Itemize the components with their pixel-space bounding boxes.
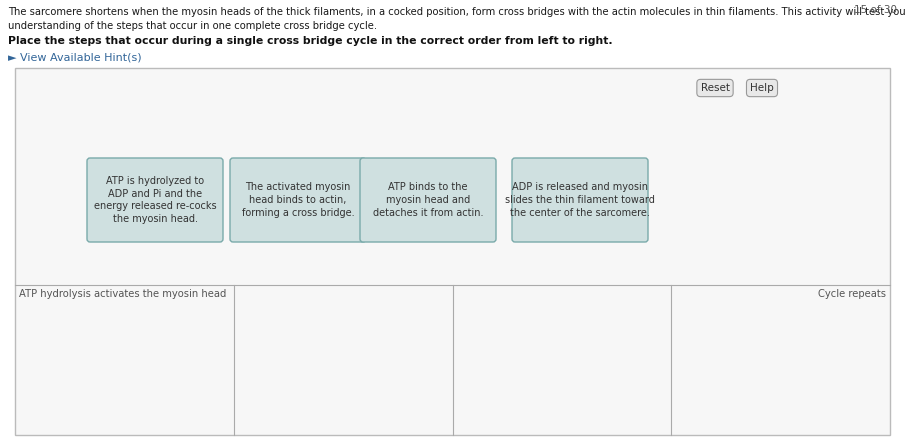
Text: ATP hydrolysis activates the myosin head: ATP hydrolysis activates the myosin head <box>19 289 226 299</box>
Text: 15 of 30: 15 of 30 <box>854 5 897 15</box>
Text: The activated myosin
head binds to actin,
forming a cross bridge.: The activated myosin head binds to actin… <box>242 182 355 218</box>
FancyBboxPatch shape <box>230 158 366 242</box>
Text: Place the steps that occur during a single cross bridge cycle in the correct ord: Place the steps that occur during a sing… <box>8 36 613 46</box>
Text: ATP binds to the
myosin head and
detaches it from actin.: ATP binds to the myosin head and detache… <box>373 182 483 218</box>
FancyBboxPatch shape <box>87 158 223 242</box>
Text: ATP is hydrolyzed to
ADP and Pi and the
energy released re-cocks
the myosin head: ATP is hydrolyzed to ADP and Pi and the … <box>94 176 216 224</box>
Bar <box>15 68 890 435</box>
Text: The sarcomere shortens when the myosin heads of the thick filaments, in a cocked: The sarcomere shortens when the myosin h… <box>8 7 905 17</box>
Text: ► View Available Hint(s): ► View Available Hint(s) <box>8 52 141 62</box>
FancyBboxPatch shape <box>360 158 496 242</box>
FancyBboxPatch shape <box>512 158 648 242</box>
Text: Cycle repeats: Cycle repeats <box>818 289 886 299</box>
Text: ADP is released and myosin
slides the thin filament toward
the center of the sar: ADP is released and myosin slides the th… <box>505 182 655 218</box>
Text: Help: Help <box>750 83 774 93</box>
Text: Reset: Reset <box>700 83 729 93</box>
Text: understanding of the steps that occur in one complete cross bridge cycle.: understanding of the steps that occur in… <box>8 21 377 31</box>
